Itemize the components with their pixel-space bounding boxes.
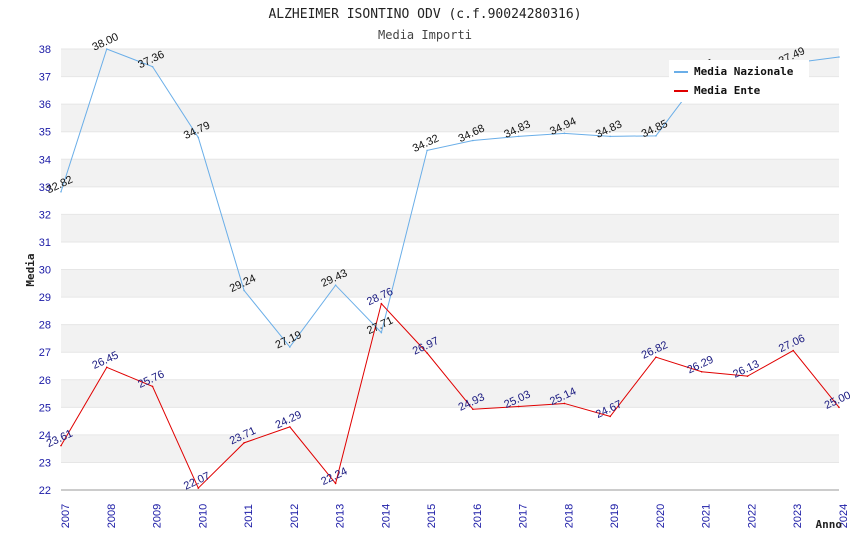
- y-tick-label: 28: [39, 320, 51, 332]
- x-tick-label: 2018: [563, 504, 575, 528]
- x-tick-label: 2010: [197, 504, 209, 528]
- x-tick-label: 2013: [335, 504, 347, 528]
- legend-label-nazionale: Media Nazionale: [694, 65, 794, 78]
- data-point: [746, 375, 749, 377]
- data-point: [517, 405, 520, 408]
- legend: Media Nazionale Media Ente: [669, 60, 809, 102]
- data-point: [334, 284, 337, 287]
- grid-band: [61, 434, 839, 463]
- x-tick-label: 2007: [60, 504, 72, 528]
- grid-band: [61, 214, 839, 242]
- y-tick-label: 38: [39, 44, 51, 56]
- data-point: [289, 346, 291, 348]
- data-point: [380, 331, 383, 334]
- data-point: [289, 426, 291, 428]
- x-tick-label: 2015: [426, 504, 438, 528]
- data-point: [60, 190, 62, 193]
- data-point: [655, 135, 657, 137]
- data-point: [563, 132, 566, 135]
- grid-band: [61, 269, 839, 298]
- grid-bands: [61, 48, 839, 491]
- data-point: [655, 356, 657, 358]
- y-axis-label: Media: [24, 253, 37, 286]
- grid-band: [61, 352, 839, 380]
- data-point: [426, 352, 428, 354]
- data-point: [334, 482, 337, 485]
- y-tick-label: 30: [39, 265, 51, 277]
- chart-subtitle: Media Importi: [378, 28, 472, 42]
- data-point: [105, 48, 108, 50]
- data-point: [700, 370, 703, 373]
- legend-box: [669, 60, 809, 102]
- y-tick-label: 33: [39, 182, 51, 194]
- data-point: [563, 402, 566, 405]
- x-axis-ticks: 2007 2008 2009 2010 2011 2012 2013 2014 2015 2016…: [60, 504, 850, 528]
- y-tick-label: 29: [39, 292, 51, 304]
- grid-band: [61, 324, 839, 353]
- grid-band: [61, 407, 839, 435]
- data-point: [472, 139, 474, 142]
- x-tick-label: 2014: [380, 504, 392, 528]
- grid-band: [61, 241, 839, 270]
- grid-band: [61, 159, 839, 187]
- y-tick-label: 27: [39, 347, 51, 359]
- series-line-ente: [60, 302, 840, 489]
- x-tick-label: 2017: [518, 504, 530, 528]
- grid-band: [61, 462, 839, 490]
- data-point: [243, 442, 245, 444]
- y-tick-label: 37: [39, 72, 51, 84]
- data-point: [151, 385, 154, 388]
- data-point: [838, 406, 840, 409]
- x-tick-label: 2023: [792, 504, 804, 528]
- y-tick-label: 23: [39, 457, 51, 469]
- y-tick-label: 24: [39, 430, 51, 442]
- data-point: [517, 135, 520, 138]
- data-point: [792, 349, 795, 352]
- x-tick-label: 2011: [243, 504, 255, 528]
- x-tick-label: 2021: [701, 504, 713, 528]
- data-point: [197, 136, 200, 139]
- data-point: [105, 366, 108, 369]
- x-tick-label: 2009: [152, 504, 164, 528]
- chart-title: ALZHEIMER ISONTINO ODV (c.f.90024280316): [268, 7, 581, 22]
- x-tick-label: 2019: [609, 504, 621, 528]
- data-point: [243, 289, 245, 292]
- y-tick-label: 26: [39, 375, 51, 387]
- x-tick-label: 2020: [655, 504, 667, 528]
- y-axis-ticks: 22 23 24 25 26 27 28 29 30 31 32 33 34 35 36 37 38: [39, 44, 51, 497]
- data-point: [380, 302, 383, 305]
- x-tick-label: 2016: [472, 504, 484, 528]
- data-point: [426, 149, 428, 152]
- data-point: [609, 415, 611, 418]
- data-point: [472, 408, 474, 411]
- y-tick-label: 36: [39, 99, 51, 111]
- grid-band: [61, 186, 839, 215]
- data-point: [838, 56, 840, 58]
- y-tick-label: 32: [39, 209, 51, 221]
- y-tick-label: 34: [39, 154, 51, 166]
- data-point: [609, 135, 611, 138]
- data-point: [151, 65, 154, 68]
- y-tick-label: 22: [39, 485, 51, 497]
- x-tick-label: 2012: [289, 504, 301, 528]
- legend-label-ente: Media Ente: [694, 84, 761, 97]
- x-axis-label: Anno: [816, 518, 843, 531]
- data-point: [60, 444, 62, 447]
- grid-band: [61, 379, 839, 408]
- y-tick-label: 25: [39, 402, 51, 414]
- x-tick-label: 2008: [106, 504, 118, 528]
- y-tick-label: 35: [39, 127, 51, 139]
- x-tick-label: 2024: [838, 504, 850, 528]
- grid-band: [61, 297, 839, 325]
- data-point: [197, 487, 200, 489]
- y-tick-label: 31: [39, 237, 51, 249]
- grid-band: [61, 104, 839, 132]
- x-tick-label: 2022: [746, 504, 758, 528]
